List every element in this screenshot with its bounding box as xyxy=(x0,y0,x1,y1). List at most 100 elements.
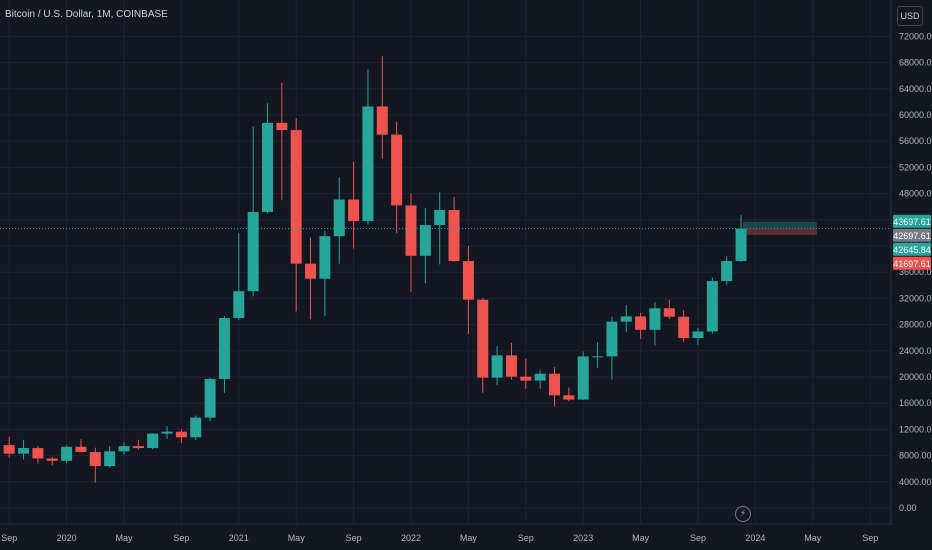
candle[interactable] xyxy=(334,177,345,263)
candle-body xyxy=(506,355,517,376)
candle-body xyxy=(549,374,560,396)
candle[interactable] xyxy=(606,317,617,380)
candle[interactable] xyxy=(721,256,732,284)
candle[interactable] xyxy=(319,231,330,316)
target-zone[interactable] xyxy=(743,222,817,229)
lightning-bolt-icon[interactable]: ⚡ xyxy=(735,506,751,522)
candle-body xyxy=(477,300,488,378)
candle[interactable] xyxy=(707,277,718,333)
candle-body xyxy=(61,447,72,461)
candle-body xyxy=(119,446,130,451)
candle[interactable] xyxy=(578,351,589,399)
candle[interactable] xyxy=(635,313,646,339)
candle[interactable] xyxy=(61,445,72,462)
x-tick-label: May xyxy=(804,533,822,543)
candle[interactable] xyxy=(248,126,259,296)
candle[interactable] xyxy=(406,194,417,292)
candle[interactable] xyxy=(291,118,302,311)
time-axis[interactable]: Sep 2020 May Sep 2021 May Sep 2022 May Sep 2023 May… xyxy=(1,533,878,543)
candle-body xyxy=(219,318,230,379)
candle[interactable] xyxy=(649,302,660,345)
x-tick-label: May xyxy=(115,533,133,543)
candle[interactable] xyxy=(47,457,58,465)
candle[interactable] xyxy=(463,246,474,334)
chart-grid xyxy=(0,0,891,524)
candle-body xyxy=(75,447,86,452)
candle-body xyxy=(420,225,431,256)
candle-body xyxy=(391,135,402,206)
x-tick-label: May xyxy=(632,533,650,543)
candle[interactable] xyxy=(90,448,101,483)
candle[interactable] xyxy=(104,446,115,468)
price-label-text: 42697.61 xyxy=(893,231,931,241)
candle[interactable] xyxy=(305,237,316,319)
candle[interactable] xyxy=(549,367,560,406)
candle[interactable] xyxy=(362,69,373,224)
candle-body xyxy=(90,452,101,466)
candle[interactable] xyxy=(176,429,187,443)
x-tick-label: Sep xyxy=(518,533,534,543)
price-label: 43697.61 xyxy=(893,215,931,228)
candle-body xyxy=(47,459,58,461)
candle-body xyxy=(348,199,359,221)
candle[interactable] xyxy=(162,426,173,439)
candle-body xyxy=(434,210,445,225)
candle[interactable] xyxy=(664,300,675,319)
candle[interactable] xyxy=(506,343,517,380)
candle-body xyxy=(276,123,287,130)
candle[interactable] xyxy=(520,359,531,389)
candle-body xyxy=(621,316,632,321)
candle[interactable] xyxy=(377,56,388,159)
candle-body xyxy=(305,264,316,279)
candle-body xyxy=(104,451,115,466)
candle[interactable] xyxy=(592,342,603,368)
x-tick-label: May xyxy=(288,533,306,543)
x-tick-label: Sep xyxy=(173,533,189,543)
candle[interactable] xyxy=(4,437,15,458)
candle-body xyxy=(291,130,302,264)
candle-body xyxy=(4,445,15,454)
candle[interactable] xyxy=(492,346,503,385)
y-tick-label: 72000.00 xyxy=(899,31,932,41)
candle[interactable] xyxy=(133,440,144,450)
candle-body xyxy=(406,205,417,255)
price-label: 41697.61 xyxy=(893,257,931,270)
x-tick-label: 2021 xyxy=(229,533,249,543)
candle[interactable] xyxy=(563,387,574,401)
candle[interactable] xyxy=(621,305,632,332)
candle[interactable] xyxy=(205,378,216,422)
candle-body xyxy=(606,322,617,357)
candle[interactable] xyxy=(348,162,359,249)
y-tick-label: 60000.00 xyxy=(899,110,932,120)
candle[interactable] xyxy=(190,416,201,440)
candle-body xyxy=(721,261,732,281)
candle[interactable] xyxy=(678,310,689,341)
candle[interactable] xyxy=(477,298,488,392)
candle[interactable] xyxy=(535,370,546,388)
candle-body xyxy=(535,374,546,381)
candle-body xyxy=(205,379,216,418)
y-tick-label: 0.00 xyxy=(899,503,917,513)
x-tick-label: 2024 xyxy=(745,533,765,543)
candle[interactable] xyxy=(219,316,230,393)
currency-button[interactable]: USD xyxy=(897,6,923,26)
candle[interactable] xyxy=(262,103,273,213)
candle[interactable] xyxy=(18,440,29,460)
candle[interactable] xyxy=(391,122,402,233)
candle[interactable] xyxy=(449,197,460,262)
symbol-title[interactable]: Bitcoin / U.S. Dollar, 1M, COINBASE xyxy=(5,9,168,20)
y-tick-label: 48000.00 xyxy=(899,189,932,199)
candle[interactable] xyxy=(32,446,43,464)
candle[interactable] xyxy=(119,442,130,455)
candle[interactable] xyxy=(147,433,158,449)
x-tick-label: 2020 xyxy=(57,533,77,543)
price-label-text: 43697.61 xyxy=(893,217,931,227)
candle-body xyxy=(592,356,603,357)
price-axis[interactable]: 0.00 4000.00 8000.00 12000.00 16000.00 20000.… xyxy=(899,31,932,513)
stop-zone[interactable] xyxy=(743,228,817,235)
price-label: 42697.61 xyxy=(893,229,931,242)
candle[interactable] xyxy=(75,439,86,452)
candle[interactable] xyxy=(693,328,704,345)
candle-body xyxy=(319,236,330,279)
